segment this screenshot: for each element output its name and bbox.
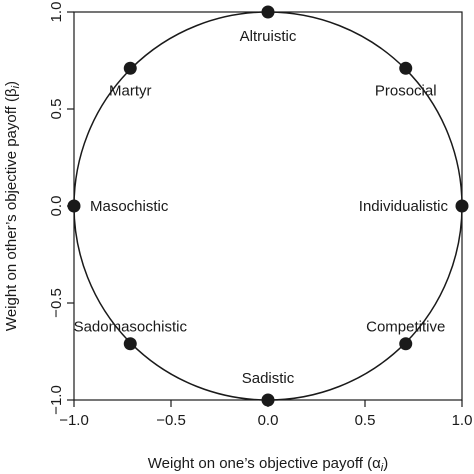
point-label: Sadistic bbox=[242, 370, 295, 387]
data-point bbox=[399, 337, 413, 351]
x-tick-label: 1.0 bbox=[452, 412, 473, 429]
tick-labels: −1.0 −0.5 0.0 0.5 1.0 −1.0 −0.5 0.0 0.5 1.0 bbox=[48, 2, 472, 429]
x-tick-label: 0.5 bbox=[355, 412, 376, 429]
x-axis-label: Weight on one’s objective payoff (αi) bbox=[148, 455, 388, 474]
x-tick-label: −0.5 bbox=[156, 412, 186, 429]
data-point bbox=[261, 393, 275, 407]
point-label: Prosocial bbox=[375, 82, 437, 99]
point-label: Martyr bbox=[109, 82, 152, 99]
data-point bbox=[455, 199, 469, 213]
y-tick-label: 1.0 bbox=[48, 2, 65, 23]
x-tick-label: −1.0 bbox=[59, 412, 89, 429]
x-tick-label: 0.0 bbox=[258, 412, 279, 429]
y-tick-label: 0.5 bbox=[48, 99, 65, 120]
point-label: Masochistic bbox=[90, 198, 169, 215]
point-labels: Altruistic Prosocial Individualistic Compet… bbox=[74, 28, 449, 387]
y-tick-label: 0.0 bbox=[48, 196, 65, 217]
point-label: Altruistic bbox=[240, 28, 297, 45]
data-point bbox=[67, 199, 81, 213]
data-point bbox=[399, 61, 413, 75]
data-point bbox=[123, 337, 137, 351]
data-points bbox=[67, 5, 469, 407]
point-label: Sadomasochistic bbox=[74, 319, 188, 336]
y-axis-label: Weight on other’s objective payoff (βi) bbox=[3, 81, 22, 331]
y-tick-label: −0.5 bbox=[48, 288, 65, 318]
point-label: Individualistic bbox=[359, 198, 449, 215]
point-label: Competitive bbox=[366, 319, 445, 336]
y-tick-label: −1.0 bbox=[48, 385, 65, 415]
data-point bbox=[261, 5, 275, 19]
data-point bbox=[123, 61, 137, 75]
